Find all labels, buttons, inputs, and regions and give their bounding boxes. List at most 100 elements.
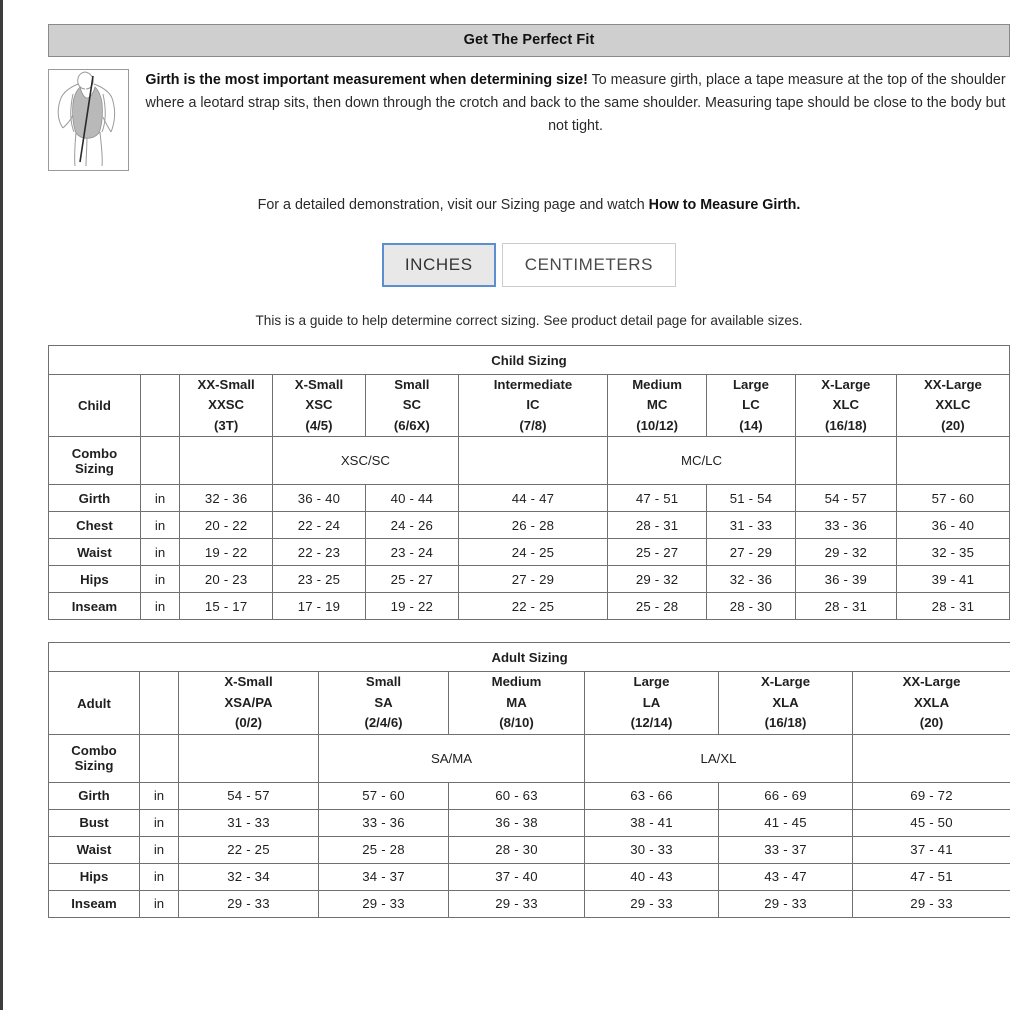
table-row: Inseam in 29 - 33 29 - 33 29 - 33 29 - 3… — [48, 889, 1010, 918]
child-col-code-7: XXLC — [935, 397, 971, 413]
adult-combo-label-line2: Sizing — [74, 758, 114, 774]
adult-combo-unit-cell — [139, 733, 179, 783]
child-combo-cell-3: MC/LC — [607, 436, 796, 486]
page-left-border — [0, 0, 3, 1010]
adult-cell-1-4: 41 - 45 — [718, 808, 853, 837]
adult-combo-cell-2: LA/XL — [584, 733, 853, 783]
intro-section: Girth is the most important measurement … — [48, 57, 1010, 171]
unit-button-centimeters[interactable]: CENTIMETERS — [501, 243, 677, 287]
child-cell-2-7: 32 - 35 — [895, 538, 1010, 567]
child-col-numeric-1: (4/5) — [305, 417, 333, 433]
child-corner-label: Child — [48, 373, 141, 438]
adult-table-header-row: Adult X-Small XSA/PA (0/2) Small SA (2/4… — [48, 671, 1010, 735]
table-row: Girth in 54 - 57 57 - 60 60 - 63 63 - 66… — [48, 781, 1010, 810]
intro-body-text: To measure girth, place a tape measure a… — [145, 72, 1006, 135]
adult-col-code-4: XLA — [772, 694, 799, 710]
child-cell-4-4: 25 - 28 — [607, 592, 708, 621]
child-table-header-row: Child XX-Small XXSC (3T) X-Small XSC (4/… — [48, 373, 1010, 438]
child-cell-2-0: 19 - 22 — [179, 538, 274, 567]
adult-cell-2-5: 37 - 41 — [851, 835, 1010, 864]
adult-cell-2-2: 28 - 30 — [448, 835, 585, 864]
adult-col-numeric-1: (2/4/6) — [364, 715, 403, 731]
child-row-label-4: Inseam — [48, 592, 141, 621]
child-cell-3-6: 36 - 39 — [794, 565, 897, 594]
child-cell-1-6: 33 - 36 — [794, 511, 897, 540]
child-col-header-5: Large LC (14) — [706, 373, 796, 438]
adult-cell-4-0: 29 - 33 — [178, 889, 319, 918]
child-combo-cell-0 — [179, 436, 274, 486]
child-cell-0-5: 51 - 54 — [706, 484, 796, 513]
child-combo-unit-cell — [139, 436, 181, 486]
child-cell-2-3: 24 - 25 — [457, 538, 609, 567]
child-cell-2-1: 22 - 23 — [272, 538, 366, 567]
adult-combo-cell-3 — [851, 733, 1010, 783]
adult-cell-3-1: 34 - 37 — [318, 862, 449, 891]
adult-row-unit-2: in — [139, 835, 179, 864]
child-cell-3-0: 20 - 23 — [179, 565, 274, 594]
table-row: Girth in 32 - 36 36 - 40 40 - 44 44 - 47… — [48, 484, 1010, 513]
child-row-unit-2: in — [139, 538, 181, 567]
child-combo-cell-4 — [794, 436, 897, 486]
adult-col-name-0: X-Small — [224, 674, 273, 690]
adult-cell-3-2: 37 - 40 — [448, 862, 585, 891]
adult-cell-4-2: 29 - 33 — [448, 889, 585, 918]
child-col-code-3: IC — [526, 397, 540, 413]
child-col-name-6: X-Large — [821, 377, 871, 392]
child-col-numeric-2: (6/6X) — [393, 417, 430, 433]
child-cell-2-2: 23 - 24 — [364, 538, 459, 567]
demo-bold-link-text[interactable]: How to Measure Girth. — [648, 197, 801, 213]
adult-col-numeric-3: (12/14) — [630, 715, 673, 731]
adult-col-numeric-5: (20) — [919, 715, 944, 731]
child-row-unit-4: in — [139, 592, 181, 621]
child-cell-4-6: 28 - 31 — [794, 592, 897, 621]
adult-col-header-4: X-Large XLA (16/18) — [718, 671, 853, 735]
adult-corner-label: Adult — [48, 671, 140, 735]
child-cell-3-1: 23 - 25 — [272, 565, 366, 594]
child-cell-1-5: 31 - 33 — [706, 511, 796, 540]
child-cell-3-7: 39 - 41 — [895, 565, 1010, 594]
demo-prefix-text: For a detailed demonstration, visit our … — [257, 197, 649, 213]
child-row-unit-0: in — [139, 484, 181, 513]
adult-combo-label: Combo Sizing — [48, 733, 140, 783]
unit-button-inches[interactable]: INCHES — [381, 243, 496, 287]
adult-cell-0-5: 69 - 72 — [851, 781, 1010, 810]
adult-col-code-0: XSA/PA — [224, 694, 273, 710]
child-cell-0-0: 32 - 36 — [179, 484, 274, 513]
table-row: Bust in 31 - 33 33 - 36 36 - 38 38 - 41 … — [48, 808, 1010, 837]
child-combo-label-line2: Sizing — [75, 460, 114, 476]
child-row-label-1: Chest — [48, 511, 141, 540]
child-combo-label: Combo Sizing — [48, 436, 141, 486]
child-cell-1-4: 28 - 31 — [607, 511, 708, 540]
child-col-numeric-0: (3T) — [214, 417, 239, 433]
adult-row-unit-0: in — [139, 781, 179, 810]
child-cell-4-7: 28 - 31 — [895, 592, 1010, 621]
adult-cell-4-4: 29 - 33 — [718, 889, 853, 918]
adult-cell-0-1: 57 - 60 — [318, 781, 449, 810]
child-col-header-7: XX-Large XXLC (20) — [895, 373, 1010, 438]
adult-cell-3-4: 43 - 47 — [718, 862, 853, 891]
adult-combo-cell-1: SA/MA — [318, 733, 585, 783]
adult-cell-0-0: 54 - 57 — [178, 781, 319, 810]
child-col-numeric-6: (16/18) — [824, 417, 867, 433]
adult-col-code-1: SA — [374, 694, 393, 710]
child-table-title: Child Sizing — [48, 345, 1010, 375]
child-col-numeric-5: (14) — [739, 417, 763, 433]
unit-toggle-group[interactable]: INCHES CENTIMETERS — [48, 243, 1010, 287]
adult-table-title: Adult Sizing — [47, 642, 1010, 673]
child-col-code-4: MC — [646, 397, 668, 413]
adult-sizing-table: Adult Sizing Adult X-Small XSA/PA (0/2) … — [47, 642, 1010, 918]
adult-cell-1-1: 33 - 36 — [318, 808, 449, 837]
child-col-numeric-7: (20) — [941, 417, 965, 433]
adult-table-title-row: Adult Sizing — [47, 642, 1010, 673]
adult-cell-1-2: 36 - 38 — [448, 808, 585, 837]
child-cell-1-7: 36 - 40 — [895, 511, 1010, 540]
child-cell-1-3: 26 - 28 — [457, 511, 609, 540]
child-col-name-3: Intermediate — [493, 377, 573, 392]
child-cell-3-2: 25 - 27 — [364, 565, 459, 594]
child-col-header-3: Intermediate IC (7/8) — [457, 373, 609, 438]
child-col-header-0: XX-Small XXSC (3T) — [179, 373, 274, 438]
child-cell-4-3: 22 - 25 — [457, 592, 609, 621]
adult-row-label-3: Hips — [48, 862, 140, 891]
figure-icon — [57, 71, 115, 167]
child-row-unit-1: in — [139, 511, 181, 540]
